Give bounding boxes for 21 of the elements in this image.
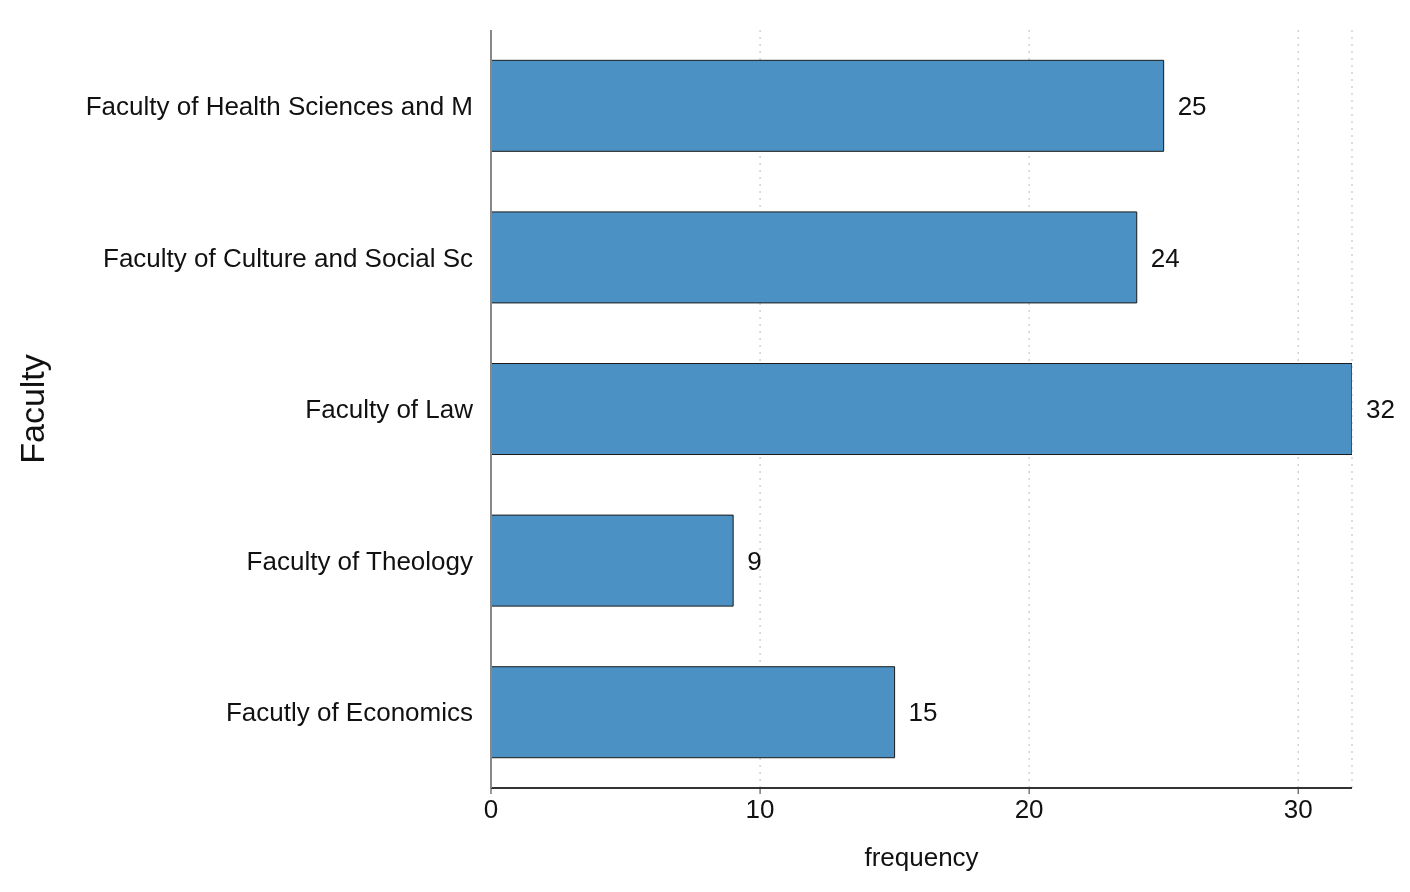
data-label: 9 xyxy=(747,545,762,576)
y-tick-label: Faculty of Culture and Social Sc xyxy=(103,242,473,273)
y-tick-label: Faculty of Law xyxy=(305,394,474,425)
x-tick-label: 10 xyxy=(745,794,775,825)
bar xyxy=(491,666,896,759)
data-label: 25 xyxy=(1177,91,1207,122)
y-tick-label: Faculty of Health Sciences and M xyxy=(85,91,473,122)
x-axis-title: frequency xyxy=(864,842,979,872)
bar xyxy=(491,363,1352,456)
bar xyxy=(491,59,1165,152)
y-tick-label: Facutly of Economics xyxy=(225,697,473,728)
x-tick-label: 30 xyxy=(1283,794,1313,825)
bar xyxy=(491,211,1138,304)
y-tick-label: Faculty of Theology xyxy=(246,545,473,576)
x-tick-label: 20 xyxy=(1014,794,1044,825)
data-label: 15 xyxy=(908,697,938,728)
data-label: 24 xyxy=(1150,242,1180,273)
x-tick-label: 0 xyxy=(483,794,499,825)
bar xyxy=(491,514,734,607)
y-axis-title: Faculty xyxy=(13,354,52,464)
data-label: 32 xyxy=(1366,394,1395,425)
